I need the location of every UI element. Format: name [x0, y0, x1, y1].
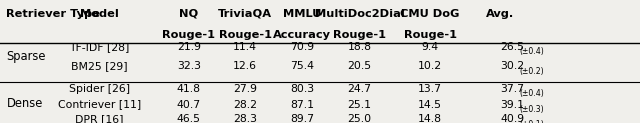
Text: 11.4: 11.4 [233, 42, 257, 52]
Text: DPR [16]: DPR [16] [75, 114, 124, 123]
Text: Sparse: Sparse [6, 50, 46, 63]
Text: 80.3: 80.3 [290, 84, 314, 94]
Text: (±0.4): (±0.4) [520, 89, 545, 98]
Text: CMU DoG: CMU DoG [401, 9, 460, 19]
Text: Contriever [11]: Contriever [11] [58, 100, 141, 110]
Text: Rouge-1: Rouge-1 [163, 30, 215, 39]
Text: 40.9: 40.9 [500, 114, 525, 123]
Text: 30.2: 30.2 [500, 61, 525, 71]
Text: 26.5: 26.5 [500, 42, 525, 52]
Text: (±0.1): (±0.1) [520, 120, 545, 123]
Text: 87.1: 87.1 [290, 100, 314, 110]
Text: 32.3: 32.3 [177, 61, 201, 71]
Text: 24.7: 24.7 [348, 84, 372, 94]
Text: TriviaQA: TriviaQA [218, 9, 272, 19]
Text: 18.8: 18.8 [348, 42, 372, 52]
Text: Accuracy: Accuracy [273, 30, 331, 39]
Text: 41.8: 41.8 [177, 84, 201, 94]
Text: 14.8: 14.8 [418, 114, 442, 123]
Text: 40.7: 40.7 [177, 100, 201, 110]
Text: 46.5: 46.5 [177, 114, 201, 123]
Text: Spider [26]: Spider [26] [68, 84, 130, 94]
Text: Rouge-1: Rouge-1 [404, 30, 456, 39]
Text: (±0.4): (±0.4) [520, 47, 545, 56]
Text: NQ: NQ [179, 9, 198, 19]
Text: (±0.2): (±0.2) [520, 67, 544, 76]
Text: Rouge-1: Rouge-1 [219, 30, 271, 39]
Text: 12.6: 12.6 [233, 61, 257, 71]
Text: 27.9: 27.9 [233, 84, 257, 94]
Text: 10.2: 10.2 [418, 61, 442, 71]
Text: 25.0: 25.0 [348, 114, 372, 123]
Text: 89.7: 89.7 [290, 114, 314, 123]
Text: Dense: Dense [6, 97, 43, 110]
Text: 39.1: 39.1 [500, 100, 525, 110]
Text: MultiDoc2Dial: MultiDoc2Dial [315, 9, 404, 19]
Text: 13.7: 13.7 [418, 84, 442, 94]
Text: 25.1: 25.1 [348, 100, 372, 110]
Text: Retriever Type: Retriever Type [6, 9, 100, 19]
Text: Rouge-1: Rouge-1 [333, 30, 386, 39]
Text: 75.4: 75.4 [290, 61, 314, 71]
Text: Model: Model [80, 9, 118, 19]
Text: 70.9: 70.9 [290, 42, 314, 52]
Text: Avg.: Avg. [486, 9, 515, 19]
Text: 28.2: 28.2 [233, 100, 257, 110]
Text: 21.9: 21.9 [177, 42, 201, 52]
Text: 14.5: 14.5 [418, 100, 442, 110]
Text: TF-IDF [28]: TF-IDF [28] [69, 42, 129, 52]
Text: MMLU: MMLU [283, 9, 321, 19]
Text: 20.5: 20.5 [348, 61, 372, 71]
Text: (±0.3): (±0.3) [520, 105, 544, 114]
Text: 9.4: 9.4 [422, 42, 438, 52]
Text: 28.3: 28.3 [233, 114, 257, 123]
Text: BM25 [29]: BM25 [29] [71, 61, 127, 71]
Text: 37.7: 37.7 [500, 84, 525, 94]
